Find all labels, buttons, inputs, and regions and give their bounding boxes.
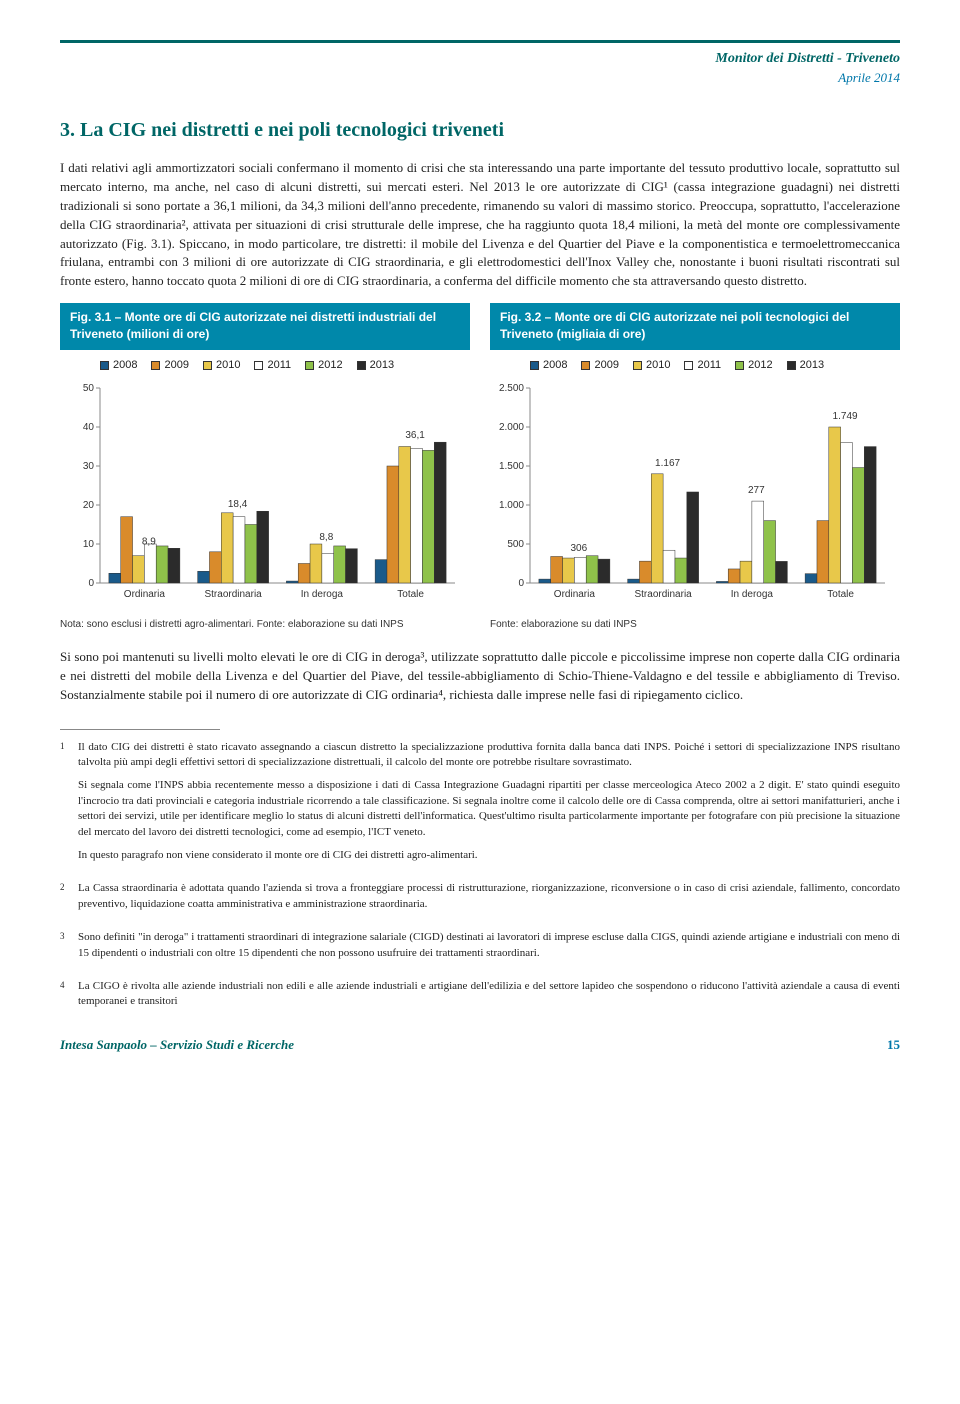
svg-text:0: 0 [518, 578, 524, 589]
svg-text:In deroga: In deroga [301, 589, 344, 600]
svg-text:Straordinaria: Straordinaria [634, 589, 692, 600]
svg-text:277: 277 [748, 485, 765, 496]
paragraph-1: I dati relativi agli ammortizzatori soci… [60, 159, 900, 291]
legend-item: 2012 [305, 358, 342, 374]
header-subtitle: Aprile 2014 [838, 70, 900, 85]
chart-1-note: Nota: sono esclusi i distretti agro-alim… [60, 618, 470, 633]
chart-1-svg: 0 10 20 30 40 50 Ordinaria Straordinaria In dero… [60, 378, 470, 608]
svg-text:1.749: 1.749 [833, 411, 858, 422]
svg-text:0: 0 [88, 578, 94, 589]
svg-text:Ordinaria: Ordinaria [124, 589, 166, 600]
svg-text:2.500: 2.500 [499, 383, 524, 394]
footnote: 4La CIGO è rivolta alle aziende industri… [60, 979, 900, 1018]
chart-2-title: Fig. 3.2 – Monte ore di CIG autorizzate … [490, 303, 900, 350]
svg-text:40: 40 [83, 422, 95, 433]
svg-text:1.000: 1.000 [499, 500, 524, 511]
chart-1: Fig. 3.1 – Monte ore di CIG autorizzate … [60, 303, 470, 632]
legend-item: 2013 [357, 358, 394, 374]
svg-text:8,8: 8,8 [319, 532, 333, 543]
chart-1-title: Fig. 3.1 – Monte ore di CIG autorizzate … [60, 303, 470, 350]
svg-text:In deroga: In deroga [731, 589, 774, 600]
svg-text:36,1: 36,1 [405, 430, 425, 441]
svg-text:Totale: Totale [827, 589, 854, 600]
footnotes: 1Il dato CIG dei distretti è stato ricav… [60, 740, 900, 1018]
legend-item: 2009 [581, 358, 618, 374]
page-number: 15 [887, 1036, 900, 1055]
legend-item: 2011 [254, 358, 291, 374]
chart-2-svg: 0 500 1.000 1.500 2.000 2.500 Ordinaria Straord… [490, 378, 900, 608]
header-title: Monitor dei Distretti - Triveneto [715, 51, 900, 66]
svg-text:1.167: 1.167 [655, 458, 680, 469]
svg-text:50: 50 [83, 383, 95, 394]
svg-text:18,4: 18,4 [228, 499, 248, 510]
legend-item: 2008 [530, 358, 567, 374]
legend-item: 2008 [100, 358, 137, 374]
footnote: 2La Cassa straordinaria è adottata quand… [60, 881, 900, 920]
svg-text:500: 500 [507, 539, 524, 550]
footer-left: Intesa Sanpaolo – Servizio Studi e Ricer… [60, 1036, 294, 1055]
svg-text:20: 20 [83, 500, 95, 511]
svg-text:Totale: Totale [397, 589, 424, 600]
svg-text:Straordinaria: Straordinaria [204, 589, 262, 600]
legend-item: 2013 [787, 358, 824, 374]
chart-2-note: Fonte: elaborazione su dati INPS [490, 618, 900, 633]
chart-1-legend: 2008 2009 2010 2011 2012 2013 [60, 354, 470, 378]
svg-text:Ordinaria: Ordinaria [554, 589, 596, 600]
svg-text:306: 306 [570, 543, 587, 554]
legend-item: 2010 [203, 358, 240, 374]
svg-text:2.000: 2.000 [499, 422, 524, 433]
legend-item: 2011 [684, 358, 721, 374]
svg-text:10: 10 [83, 539, 95, 550]
footnote: 3Sono definiti "in deroga" i trattamenti… [60, 930, 900, 969]
footnote: 1Il dato CIG dei distretti è stato ricav… [60, 740, 900, 872]
section-title: 3. La CIG nei distretti e nei poli tecno… [60, 116, 900, 145]
legend-item: 2010 [633, 358, 670, 374]
legend-item: 2012 [735, 358, 772, 374]
svg-text:1.500: 1.500 [499, 461, 524, 472]
svg-text:8,9: 8,9 [142, 536, 156, 547]
chart-2-legend: 2008 2009 2010 2011 2012 2013 [490, 354, 900, 378]
legend-item: 2009 [151, 358, 188, 374]
svg-text:30: 30 [83, 461, 95, 472]
chart-2: Fig. 3.2 – Monte ore di CIG autorizzate … [490, 303, 900, 632]
paragraph-2: Si sono poi mantenuti su livelli molto e… [60, 648, 900, 705]
footnote-separator [60, 729, 220, 730]
